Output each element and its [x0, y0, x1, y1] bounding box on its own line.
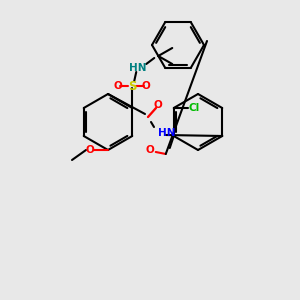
Text: O: O — [154, 100, 162, 110]
Text: HN: HN — [158, 128, 175, 138]
Text: O: O — [114, 81, 123, 91]
Text: Cl: Cl — [188, 103, 200, 113]
Text: HN: HN — [130, 63, 147, 73]
Text: O: O — [142, 81, 151, 91]
Text: O: O — [85, 145, 94, 155]
Text: S: S — [128, 80, 136, 92]
Text: O: O — [146, 145, 154, 155]
